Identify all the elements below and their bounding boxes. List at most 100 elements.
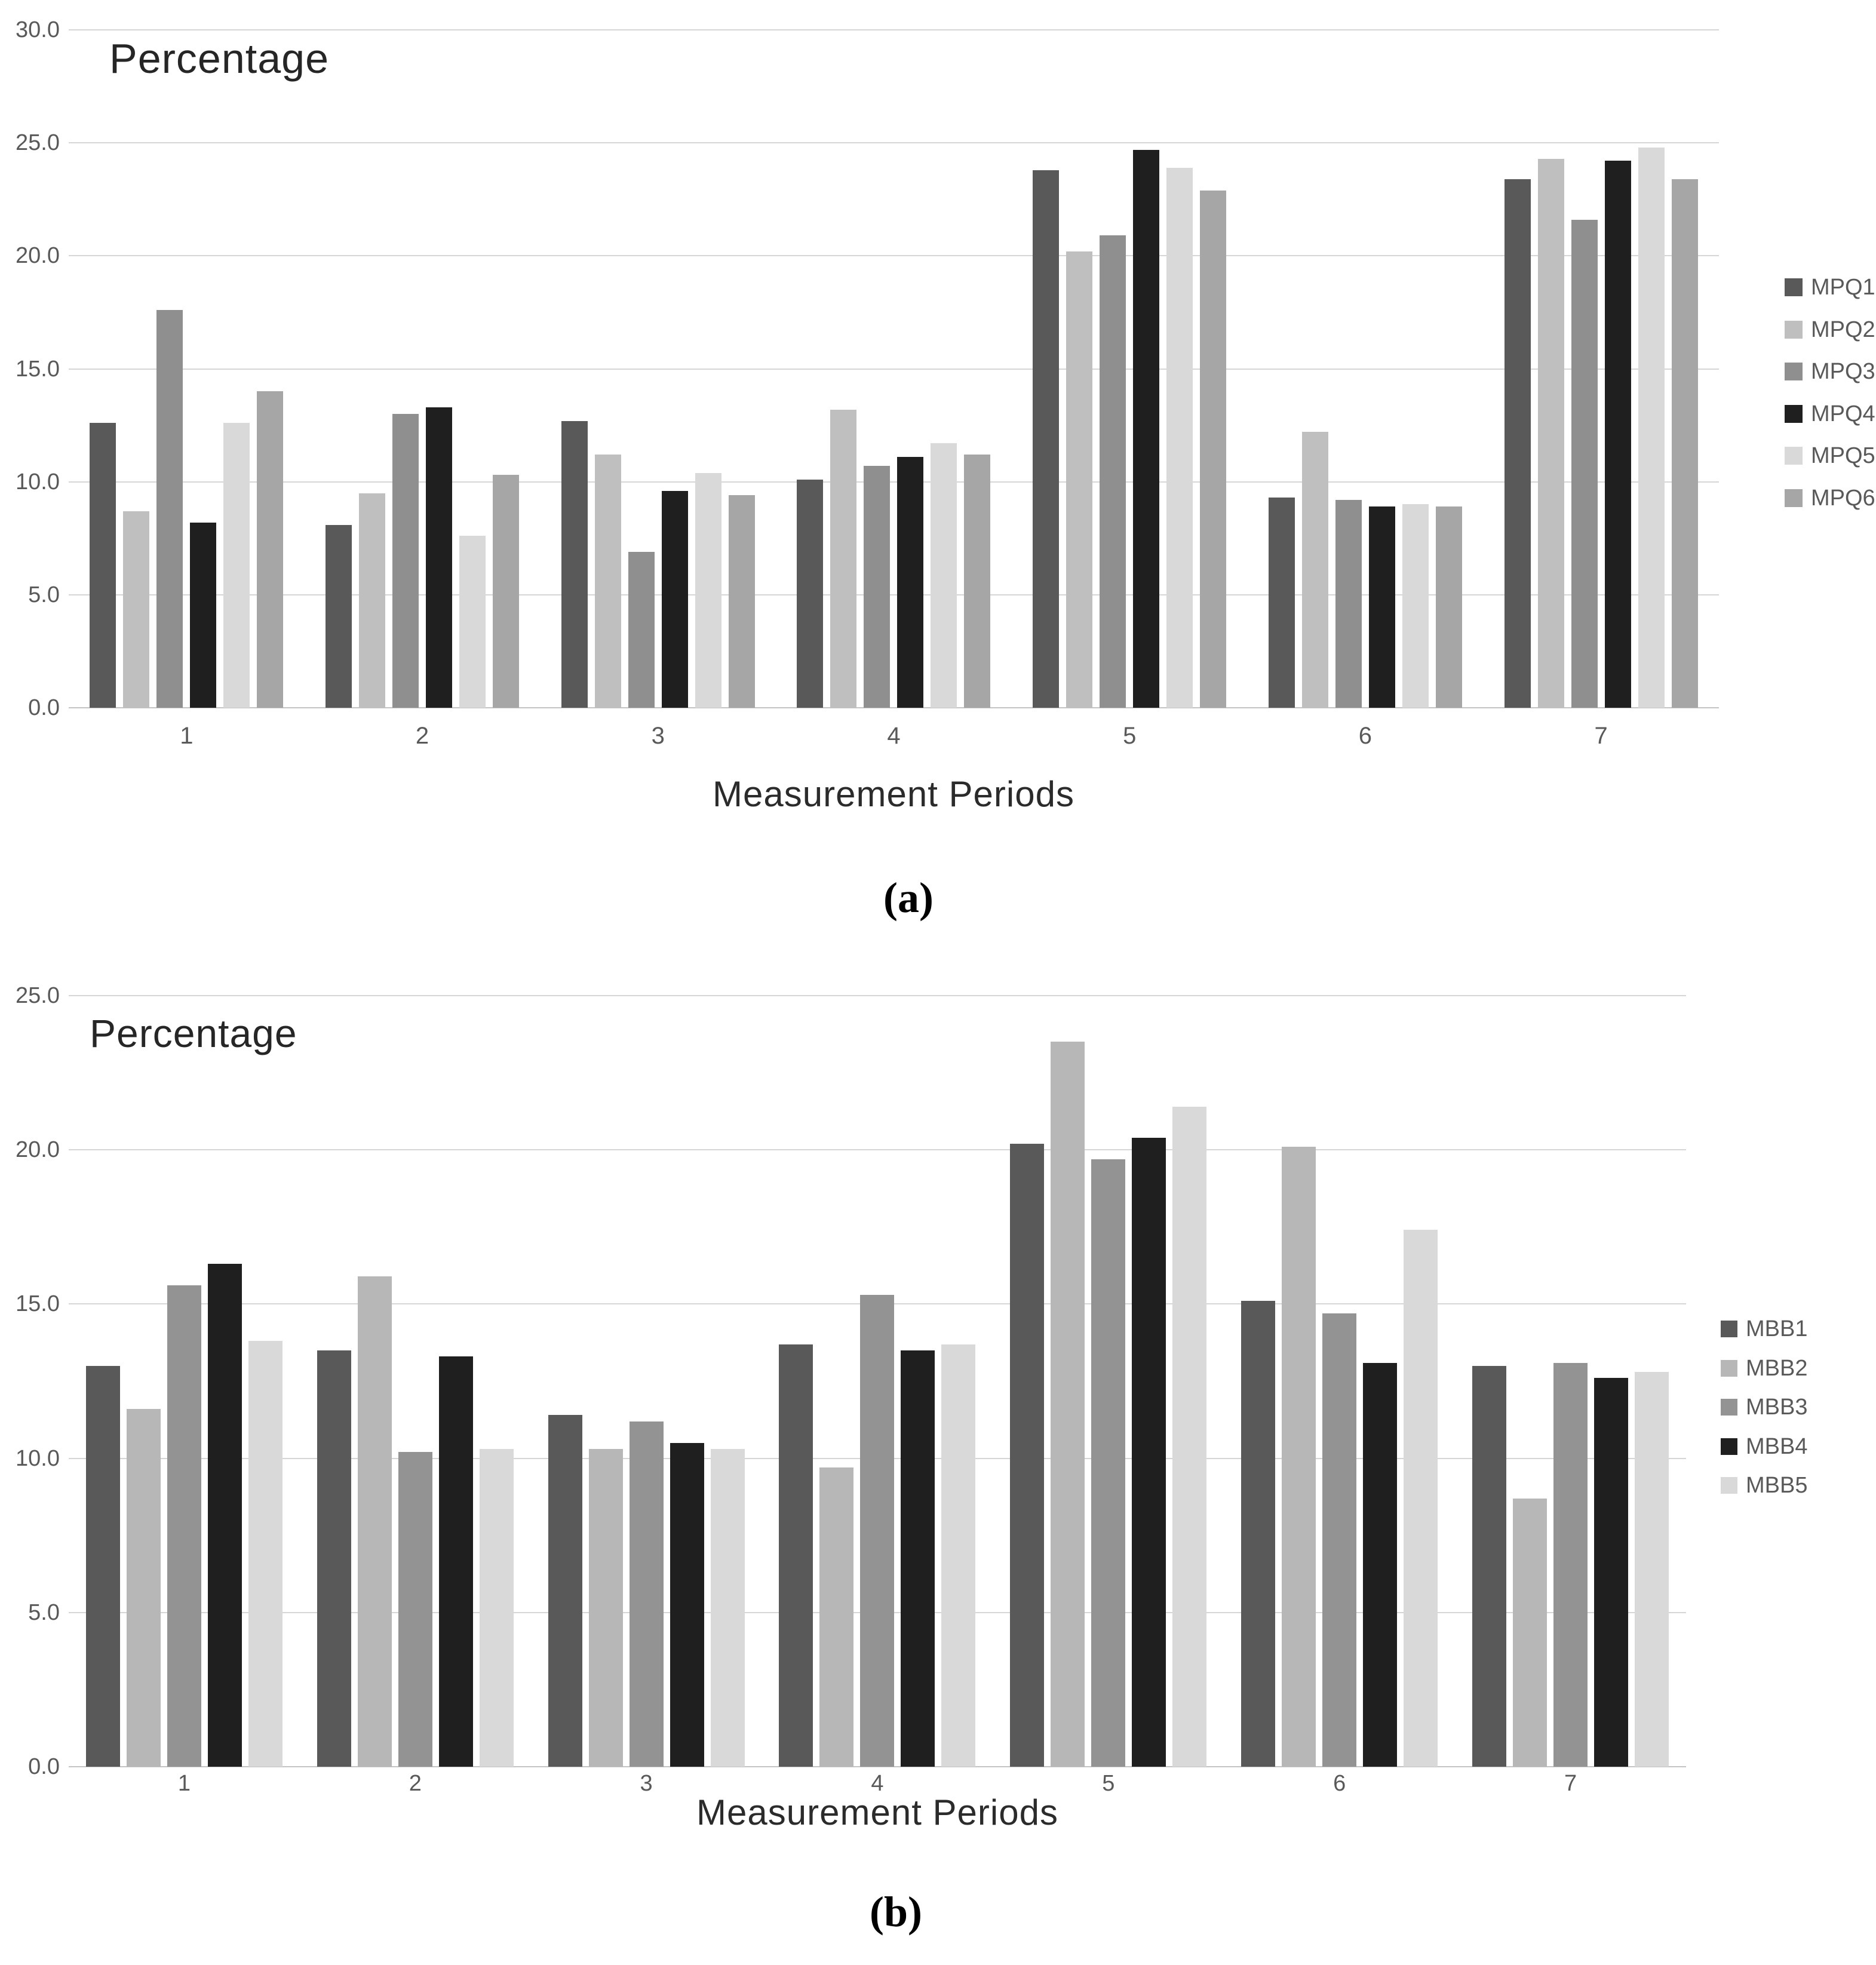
- legend-swatch-MPQ5: [1785, 447, 1803, 465]
- bar-a-MPQ6-period2: [493, 475, 520, 708]
- y-tick-label-a-25.0: 25.0: [16, 130, 60, 156]
- gridline-b-0.0: [69, 1766, 1686, 1767]
- legend-swatch-MPQ3: [1785, 363, 1803, 381]
- bar-b-MBB5-period6: [1404, 1230, 1438, 1767]
- bar-a-MPQ4-period7: [1604, 161, 1631, 708]
- bar-a-MPQ4-period3: [661, 491, 688, 708]
- bar-b-MBB3-period5: [1091, 1159, 1126, 1767]
- bar-a-MPQ2-period3: [594, 455, 621, 708]
- bar-b-MBB4-period6: [1363, 1363, 1398, 1767]
- bar-b-MBB3-period2: [398, 1452, 432, 1767]
- legend-label-MPQ3: MPQ3: [1811, 359, 1875, 385]
- bar-group-a-1: [69, 30, 305, 708]
- bar-b-MBB4-period2: [438, 1356, 473, 1767]
- bar-a-MPQ1-period2: [326, 525, 352, 708]
- legend-label-MBB3: MBB3: [1746, 1395, 1808, 1420]
- bar-b-MBB1-period3: [548, 1415, 582, 1767]
- chart-b-caption: (b): [870, 1888, 922, 1936]
- y-tick-label-a-20.0: 20.0: [16, 243, 60, 269]
- bar-group-a-6: [1248, 30, 1484, 708]
- bar-group-a-2: [305, 30, 541, 708]
- x-tick-label-a-7: 7: [1594, 723, 1608, 749]
- bar-a-MPQ1-period7: [1504, 179, 1531, 708]
- bar-a-MPQ6-period3: [728, 495, 755, 708]
- bar-a-MPQ1-period3: [561, 421, 588, 708]
- legend-item-MPQ3: MPQ3: [1785, 360, 1875, 383]
- legend-item-MBB5: MBB5: [1721, 1474, 1807, 1497]
- x-tick-label-b-3: 3: [640, 1771, 653, 1796]
- legend-item-MBB3: MBB3: [1721, 1396, 1807, 1419]
- legend-label-MPQ4: MPQ4: [1811, 401, 1875, 426]
- bar-b-MBB2-period1: [126, 1409, 161, 1767]
- chart-a-title: Percentage: [109, 35, 330, 82]
- legend-swatch-MPQ1: [1785, 278, 1803, 296]
- bar-b-MBB5-period1: [248, 1341, 283, 1767]
- bar-a-MPQ3-period4: [864, 466, 891, 708]
- bar-a-MPQ6-period5: [1200, 191, 1227, 708]
- x-tick-label-a-1: 1: [180, 723, 194, 749]
- y-tick-label-a-5.0: 5.0: [28, 582, 60, 607]
- legend-swatch-MPQ6: [1785, 489, 1803, 507]
- chart-a-caption: (a): [883, 874, 934, 922]
- legend-label-MPQ1: MPQ1: [1811, 275, 1875, 300]
- bar-b-MBB2-period3: [588, 1449, 623, 1767]
- bar-a-MPQ1-period4: [797, 480, 824, 708]
- legend-swatch-MBB2: [1721, 1359, 1737, 1377]
- bar-b-MBB4-period5: [1132, 1138, 1166, 1767]
- bar-b-MBB4-period7: [1594, 1378, 1629, 1767]
- gridline-b-20.0: [69, 1149, 1686, 1151]
- y-tick-label-b-25.0: 25.0: [16, 983, 60, 1008]
- gridline-a-20.0: [69, 255, 1719, 257]
- bar-a-MPQ2-period1: [123, 511, 150, 708]
- bar-a-MPQ3-period7: [1571, 220, 1598, 708]
- legend-swatch-MBB5: [1721, 1477, 1737, 1494]
- bar-b-MBB1-period5: [1010, 1144, 1045, 1767]
- bar-b-MBB3-period7: [1553, 1363, 1588, 1767]
- bar-group-b-1: [69, 996, 300, 1767]
- bar-a-MPQ1-period1: [90, 423, 116, 708]
- bar-group-b-2: [300, 996, 531, 1767]
- bar-a-MPQ3-period5: [1100, 235, 1126, 708]
- y-tick-label-a-30.0: 30.0: [16, 17, 60, 42]
- bar-a-MPQ2-period5: [1066, 251, 1093, 708]
- x-tick-label-a-2: 2: [415, 723, 429, 749]
- y-tick-label-b-15.0: 15.0: [16, 1291, 60, 1317]
- bar-a-MPQ3-period1: [156, 310, 183, 708]
- legend-item-MPQ2: MPQ2: [1785, 318, 1875, 341]
- bar-a-MPQ2-period6: [1301, 432, 1328, 708]
- y-tick-label-a-15.0: 15.0: [16, 356, 60, 382]
- legend-swatch-MBB3: [1721, 1399, 1737, 1416]
- chart-b-title: Percentage: [90, 1011, 297, 1055]
- legend-swatch-MPQ4: [1785, 404, 1803, 423]
- bar-b-MBB2-period4: [819, 1467, 854, 1767]
- x-tick-label-b-6: 6: [1333, 1771, 1346, 1796]
- bar-a-MPQ1-period6: [1268, 498, 1295, 708]
- x-tick-label-a-3: 3: [651, 723, 665, 749]
- bar-b-MBB3-period6: [1322, 1313, 1357, 1767]
- bar-group-b-6: [1224, 996, 1455, 1767]
- legend-label-MBB4: MBB4: [1746, 1433, 1808, 1459]
- y-tick-label-b-10.0: 10.0: [16, 1445, 60, 1471]
- bar-b-MBB4-period1: [207, 1264, 242, 1767]
- gridline-a-25.0: [69, 142, 1719, 144]
- bar-a-MPQ4-period6: [1368, 506, 1395, 708]
- bar-a-MPQ2-period7: [1537, 159, 1564, 708]
- bar-b-MBB1-period1: [85, 1366, 120, 1767]
- bar-b-MBB5-period5: [1172, 1107, 1207, 1767]
- legend-label-MPQ5: MPQ5: [1811, 443, 1875, 469]
- bar-b-MBB5-period3: [710, 1449, 745, 1767]
- bar-a-MPQ6-period6: [1435, 506, 1462, 708]
- legend-swatch-MBB1: [1721, 1321, 1737, 1337]
- bar-b-MBB4-period4: [901, 1350, 935, 1767]
- y-tick-label-b-0.0: 0.0: [28, 1754, 60, 1779]
- bar-a-MPQ3-period6: [1335, 500, 1362, 708]
- gridline-a-0.0: [69, 707, 1719, 708]
- legend-swatch-MPQ2: [1785, 320, 1803, 339]
- bar-a-MPQ5-period3: [695, 473, 721, 708]
- bar-a-MPQ4-period1: [190, 523, 217, 708]
- gridline-a-30.0: [69, 29, 1719, 30]
- bar-a-MPQ1-period5: [1033, 170, 1060, 708]
- bar-b-MBB2-period7: [1513, 1499, 1548, 1767]
- y-tick-label-a-10.0: 10.0: [16, 469, 60, 495]
- bar-b-MBB3-period4: [860, 1295, 895, 1767]
